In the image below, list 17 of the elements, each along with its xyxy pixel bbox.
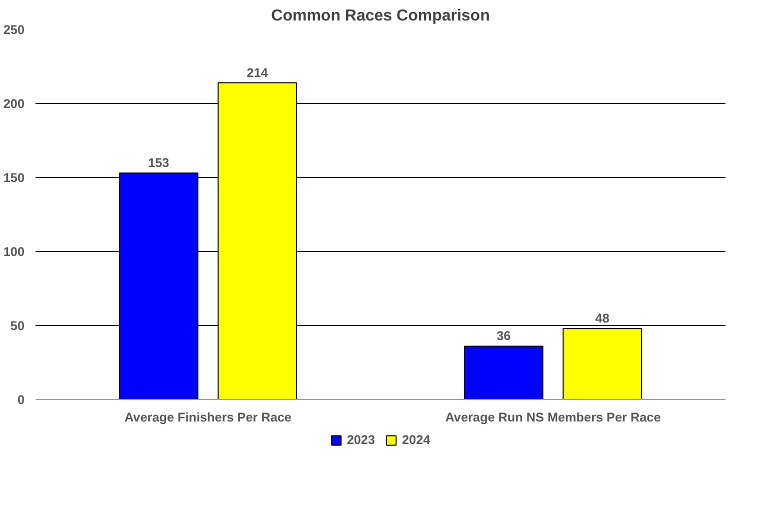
y-tick-label: 200: [3, 97, 25, 111]
legend-label: 2023: [346, 433, 375, 447]
y-tick-label: 0: [17, 393, 25, 407]
legend-label: 2024: [402, 433, 430, 447]
y-tick-label: 100: [3, 245, 25, 259]
x-tick-label: Average Run NS Members Per Race: [445, 410, 661, 424]
data-label: 36: [496, 329, 511, 344]
bar: [562, 328, 642, 400]
data-label: 214: [246, 66, 268, 80]
data-label: 153: [148, 156, 170, 170]
x-tick-label: Average Finishers Per Race: [124, 410, 292, 424]
y-tick-label: 150: [3, 171, 25, 185]
bar: [464, 346, 544, 400]
data-label: 48: [595, 311, 610, 326]
y-tick-label: 50: [10, 319, 24, 333]
y-tick-label: 250: [3, 23, 25, 37]
chart-title: Common Races Comparison: [271, 8, 490, 24]
